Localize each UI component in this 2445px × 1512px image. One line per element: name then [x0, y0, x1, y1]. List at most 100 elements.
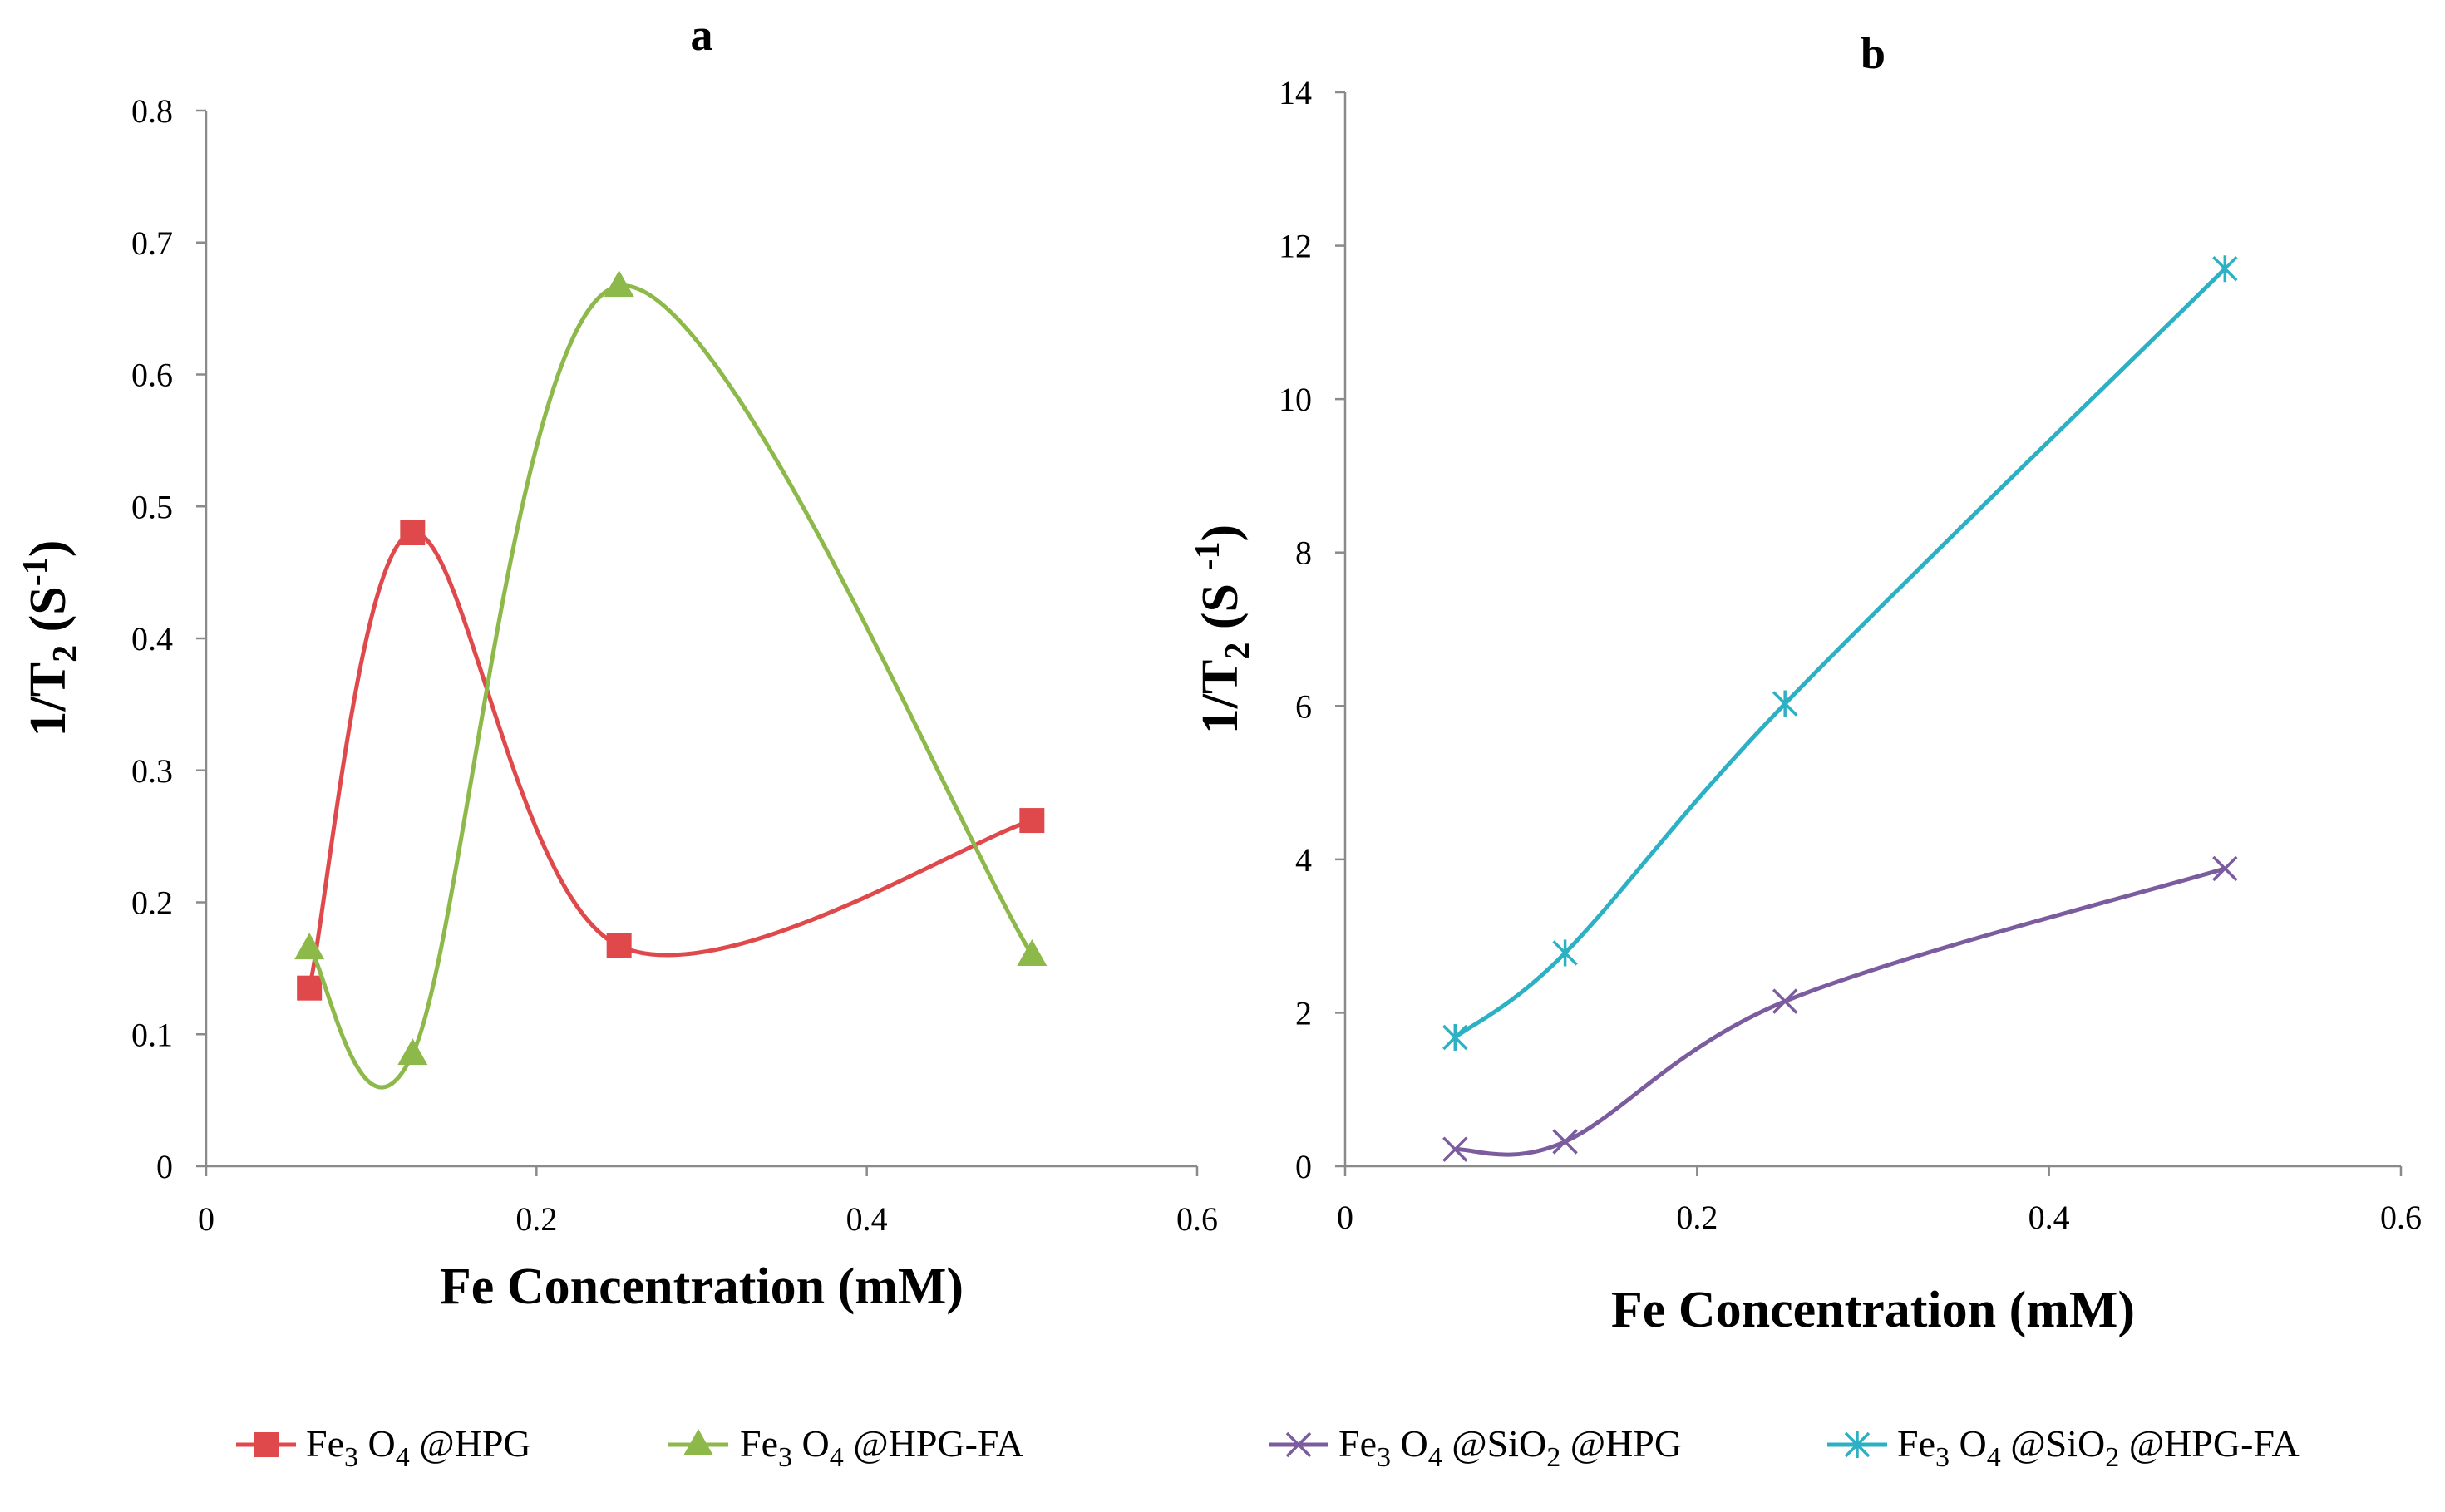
- y-axis-title-sup: -1: [17, 557, 55, 586]
- y-axis-title-mid: (S: [1192, 570, 1249, 642]
- legend-marker-4: [1827, 1431, 1887, 1458]
- legend-marker-1: [236, 1432, 296, 1457]
- data-point-series-1-4: [1019, 808, 1045, 834]
- legend-marker-1-symbol: [254, 1432, 279, 1457]
- legend-label-1-part-1: 3: [344, 1442, 358, 1473]
- data-point-series-1-2: [400, 520, 426, 545]
- legend-label-3-part-3: 4: [1428, 1442, 1442, 1473]
- x-tick-label: 0.4: [846, 1200, 888, 1238]
- y-axis-title-end: ): [20, 540, 76, 558]
- y-axis-title-sup: -1: [1189, 541, 1227, 570]
- legend-label-2-part-4: @HPG-FA: [844, 1422, 1024, 1465]
- legend-label-1-part-0: Fe: [306, 1422, 344, 1465]
- y-axis-title-sub: 2: [1219, 643, 1257, 660]
- legend-label-2-part-3: 4: [830, 1442, 844, 1473]
- y-tick-label: 0.5: [131, 488, 173, 525]
- legend-label-2-part-1: 3: [778, 1442, 792, 1473]
- panel-title: b: [1861, 28, 1886, 78]
- legend-label-4: Fe3 O4 @SiO2 @HPG-FA: [1897, 1422, 2300, 1473]
- data-point-series-1-1-stroke-2: [1442, 1136, 1468, 1162]
- legend-marker-3: [1269, 1431, 1328, 1458]
- y-tick-label: 0.8: [131, 92, 173, 130]
- legend-label-3-part-4: @SiO: [1442, 1422, 1546, 1465]
- legend-label-2: Fe3 O4 @HPG-FA: [740, 1422, 1023, 1473]
- y-tick-label: 4: [1295, 841, 1312, 879]
- panel-a: a 0 0.1 0.2 0.3 0.4 0.5 0.6 0.7 0.8 0 0.2 0.4 0.6 Fe C…: [17, 10, 1218, 1315]
- x-tick-label: 0: [198, 1200, 214, 1238]
- y-axis-title-sub: 2: [47, 645, 85, 662]
- data-point-series-2-1: [294, 933, 325, 960]
- x-tick-label: 0.2: [515, 1200, 557, 1238]
- y-tick-label: 0.4: [131, 620, 173, 657]
- x-tick-label: 0.6: [2380, 1199, 2422, 1236]
- legend-label-4-part-3: 4: [1987, 1442, 2001, 1473]
- y-axis-title: 1/T2 (S-1): [17, 540, 85, 737]
- x-tick-label: 0.6: [1176, 1200, 1218, 1238]
- legend-label-2-part-2: O: [792, 1422, 830, 1465]
- legend-marker-3-symbol-stroke-2: [1285, 1431, 1312, 1458]
- legend-label-4-part-5: 2: [2105, 1442, 2119, 1473]
- y-axis-title-base: 1/T: [1192, 660, 1249, 735]
- y-axis-title-end: ): [1192, 525, 1249, 542]
- legend-label-1-part-4: @HPG: [410, 1422, 531, 1465]
- y-tick-label: 0.6: [131, 357, 173, 394]
- y-tick-label: 10: [1279, 381, 1312, 418]
- data-point-series-1-4-stroke-2: [2212, 855, 2238, 882]
- legend-marker-2: [668, 1429, 728, 1455]
- data-point-series-2-4: [2212, 255, 2238, 283]
- y-tick-label: 14: [1279, 74, 1312, 111]
- series-line-2: [1453, 267, 2227, 1039]
- y-tick-label: 0.7: [131, 224, 173, 262]
- data-point-series-1-2-stroke-2: [1552, 1129, 1578, 1155]
- legend-label-3-part-5: 2: [1546, 1442, 1560, 1473]
- legend-marker-2-symbol: [683, 1429, 713, 1455]
- y-tick-label: 0.1: [131, 1016, 173, 1053]
- legend-marker-3-symbol: [1285, 1431, 1312, 1458]
- y-tick-label: 0.2: [131, 884, 173, 922]
- panel-b: b 0 2 4 6 8 10 12 14 0 0.2 0.4 0.6 Fe Concentration (…: [1189, 28, 2422, 1338]
- data-point-series-2-2: [397, 1038, 428, 1066]
- data-point-series-1-3-stroke-2: [1772, 988, 1798, 1014]
- legend-label-3-part-6: @HPG: [1560, 1422, 1682, 1465]
- legend-label-4-part-6: @HPG-FA: [2119, 1422, 2300, 1465]
- y-axis-title-mid: (S: [20, 586, 76, 645]
- legend-item-3: Fe3 O4 @SiO2 @HPG: [1269, 1422, 1682, 1473]
- legend-item-1: Fe3 O4 @HPG: [236, 1422, 531, 1473]
- series-line-1: [307, 530, 1033, 989]
- legend-label-3-part-2: O: [1391, 1422, 1428, 1465]
- legend-label-4-part-0: Fe: [1897, 1422, 1935, 1465]
- data-point-series-2-4: [1017, 939, 1048, 966]
- y-axis-title-base: 1/T: [20, 662, 76, 737]
- data-point-series-1-1: [297, 975, 323, 1001]
- legend-label-4-part-2: O: [1950, 1422, 1987, 1465]
- x-tick-label: 0.4: [2028, 1199, 2070, 1236]
- data-point-series-2-3: [604, 270, 634, 298]
- y-tick-label: 0: [1295, 1148, 1312, 1185]
- data-point-series-1-1: [1442, 1136, 1468, 1162]
- y-tick-label: 0: [156, 1148, 173, 1185]
- legend-label-1-part-3: 4: [396, 1442, 410, 1473]
- legend-marker-4-symbol: [1844, 1431, 1871, 1458]
- legend-label-1: Fe3 O4 @HPG: [306, 1422, 531, 1473]
- x-tick-label: 0: [1337, 1199, 1353, 1236]
- x-tick-label: 0.2: [1676, 1199, 1718, 1236]
- legend-label-3: Fe3 O4 @SiO2 @HPG: [1338, 1422, 1682, 1473]
- data-point-series-1-4: [2212, 855, 2238, 882]
- y-tick-label: 6: [1295, 687, 1312, 725]
- legend-label-1-part-2: O: [358, 1422, 396, 1465]
- legend: Fe3 O4 @HPG Fe3 O4 @HPG-FA Fe3 O4 @SiO2 @H…: [236, 1422, 2300, 1473]
- x-axis-title: Fe Concentration (mM): [1611, 1282, 2135, 1338]
- panel-title: a: [691, 10, 713, 60]
- legend-label-2-part-0: Fe: [740, 1422, 778, 1465]
- data-point-series-2-1: [1442, 1023, 1468, 1051]
- legend-label-3-part-1: 3: [1377, 1442, 1391, 1473]
- y-axis-title: 1/T2 (S -1): [1189, 525, 1257, 734]
- y-tick-label: 8: [1295, 534, 1312, 572]
- legend-label-4-part-4: @SiO: [2001, 1422, 2105, 1465]
- series-line-2: [308, 283, 1034, 1090]
- legend-item-2: Fe3 O4 @HPG-FA: [668, 1422, 1023, 1473]
- y-tick-label: 0.3: [131, 752, 173, 790]
- data-point-series-2-2: [1552, 939, 1578, 967]
